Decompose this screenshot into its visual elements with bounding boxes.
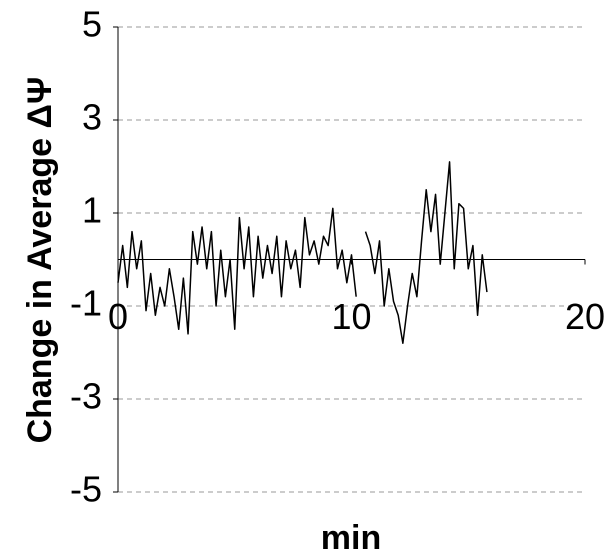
y-tick-label: 5 [82,4,102,45]
y-axis-label: Change in Average ΔΨ [21,77,59,444]
y-tick-label: 3 [82,97,102,138]
y-tick-label: -1 [70,283,102,324]
y-tick-label: 1 [82,190,102,231]
x-tick-label: 0 [108,296,128,337]
y-tick-label: -3 [70,376,102,417]
x-tick-label: 20 [565,296,605,337]
data-line [117,161,488,344]
y-tick-label: -5 [70,469,102,510]
x-axis-label: min [321,519,381,557]
x-tick-label: 10 [331,296,371,337]
